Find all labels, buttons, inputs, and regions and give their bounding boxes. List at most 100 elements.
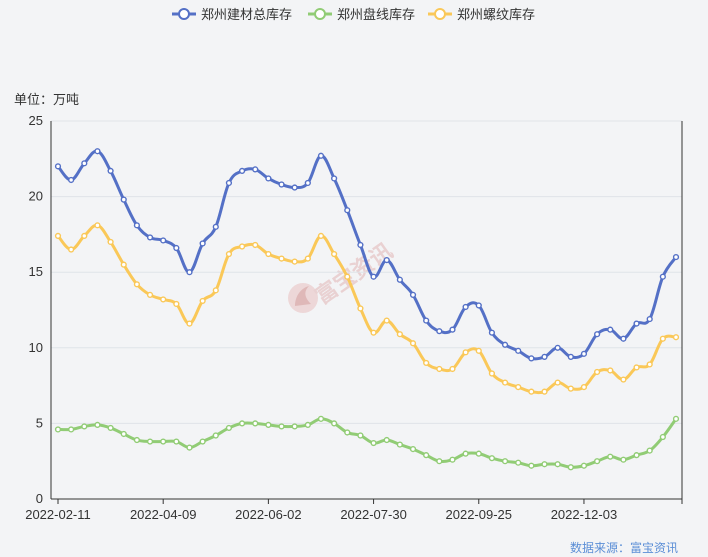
data-point[interactable] — [541, 461, 548, 468]
data-point[interactable] — [515, 384, 522, 391]
data-point[interactable] — [607, 367, 614, 374]
data-point[interactable] — [528, 388, 535, 395]
data-point[interactable] — [620, 376, 627, 383]
data-point[interactable] — [515, 459, 522, 466]
data-point[interactable] — [160, 438, 167, 445]
legend-item[interactable]: 郑州建材总库存 — [172, 7, 292, 22]
data-point[interactable] — [672, 253, 680, 261]
data-point[interactable] — [423, 359, 430, 367]
data-point[interactable] — [436, 365, 443, 373]
data-point[interactable] — [94, 148, 101, 155]
data-point[interactable] — [396, 276, 403, 283]
data-point[interactable] — [317, 415, 325, 422]
data-point[interactable] — [120, 430, 127, 438]
data-point[interactable] — [567, 464, 574, 471]
data-point[interactable] — [672, 415, 680, 422]
data-point[interactable] — [186, 444, 193, 451]
data-point[interactable] — [331, 175, 338, 182]
data-point[interactable] — [501, 379, 509, 386]
data-point[interactable] — [54, 232, 62, 240]
data-point[interactable] — [146, 234, 154, 241]
legend-item[interactable]: 郑州盘线库存 — [308, 7, 415, 22]
data-point[interactable] — [68, 246, 75, 253]
data-point[interactable] — [370, 439, 377, 447]
data-point[interactable] — [238, 243, 246, 250]
data-point[interactable] — [580, 350, 588, 357]
data-point[interactable] — [173, 300, 180, 308]
data-point[interactable] — [133, 222, 140, 229]
data-point[interactable] — [344, 429, 351, 436]
data-point[interactable] — [317, 152, 325, 159]
data-point[interactable] — [186, 269, 193, 276]
data-point[interactable] — [383, 257, 390, 264]
data-point[interactable] — [646, 361, 653, 368]
data-point[interactable] — [265, 250, 272, 258]
data-point[interactable] — [199, 297, 206, 305]
data-point[interactable] — [383, 436, 390, 444]
data-point[interactable] — [475, 302, 482, 309]
data-point[interactable] — [212, 287, 219, 294]
data-point[interactable] — [225, 179, 233, 187]
data-point[interactable] — [488, 329, 496, 336]
data-point[interactable] — [212, 432, 219, 439]
data-point[interactable] — [81, 160, 88, 167]
data-point[interactable] — [225, 424, 233, 432]
data-point[interactable] — [107, 167, 114, 174]
data-point[interactable] — [659, 433, 666, 441]
data-point[interactable] — [133, 436, 140, 444]
data-point[interactable] — [541, 388, 548, 395]
data-point[interactable] — [173, 244, 180, 252]
data-point[interactable] — [672, 334, 680, 341]
data-point[interactable] — [278, 255, 285, 262]
data-point[interactable] — [94, 222, 101, 229]
data-point[interactable] — [396, 441, 403, 448]
data-point[interactable] — [594, 331, 601, 338]
data-point[interactable] — [357, 432, 364, 439]
data-point[interactable] — [396, 331, 403, 338]
data-point[interactable] — [357, 305, 364, 312]
data-point[interactable] — [633, 320, 640, 327]
data-point[interactable] — [554, 344, 561, 351]
data-point[interactable] — [212, 223, 219, 230]
data-point[interactable] — [607, 326, 614, 333]
data-point[interactable] — [554, 461, 561, 468]
data-point[interactable] — [344, 207, 351, 214]
data-point[interactable] — [160, 296, 167, 303]
data-point[interactable] — [357, 241, 364, 249]
data-point[interactable] — [81, 232, 88, 240]
data-point[interactable] — [173, 438, 180, 445]
data-point[interactable] — [462, 450, 469, 457]
data-point[interactable] — [436, 328, 443, 335]
data-point[interactable] — [659, 335, 666, 342]
data-point[interactable] — [554, 379, 561, 386]
data-point[interactable] — [317, 232, 325, 240]
data-point[interactable] — [304, 255, 311, 262]
data-point[interactable] — [594, 458, 601, 465]
data-point[interactable] — [304, 179, 311, 187]
data-point[interactable] — [331, 420, 338, 427]
data-point[interactable] — [54, 163, 62, 170]
data-point[interactable] — [304, 421, 311, 429]
data-point[interactable] — [501, 341, 509, 348]
data-point[interactable] — [146, 291, 154, 298]
data-point[interactable] — [449, 326, 456, 333]
data-point[interactable] — [528, 355, 535, 362]
data-point[interactable] — [252, 241, 259, 249]
data-point[interactable] — [370, 329, 377, 336]
data-point[interactable] — [238, 167, 246, 174]
data-point[interactable] — [541, 353, 548, 360]
data-point[interactable] — [291, 423, 298, 430]
data-point[interactable] — [633, 364, 640, 371]
data-point[interactable] — [252, 166, 259, 173]
data-point[interactable] — [423, 317, 430, 324]
data-point[interactable] — [81, 423, 88, 430]
data-point[interactable] — [449, 365, 456, 373]
data-point[interactable] — [278, 181, 285, 188]
data-point[interactable] — [120, 261, 127, 268]
data-point[interactable] — [488, 370, 496, 377]
data-point[interactable] — [160, 237, 167, 244]
data-point[interactable] — [620, 456, 627, 463]
data-point[interactable] — [580, 384, 588, 391]
data-point[interactable] — [646, 315, 653, 323]
data-point[interactable] — [423, 452, 430, 459]
